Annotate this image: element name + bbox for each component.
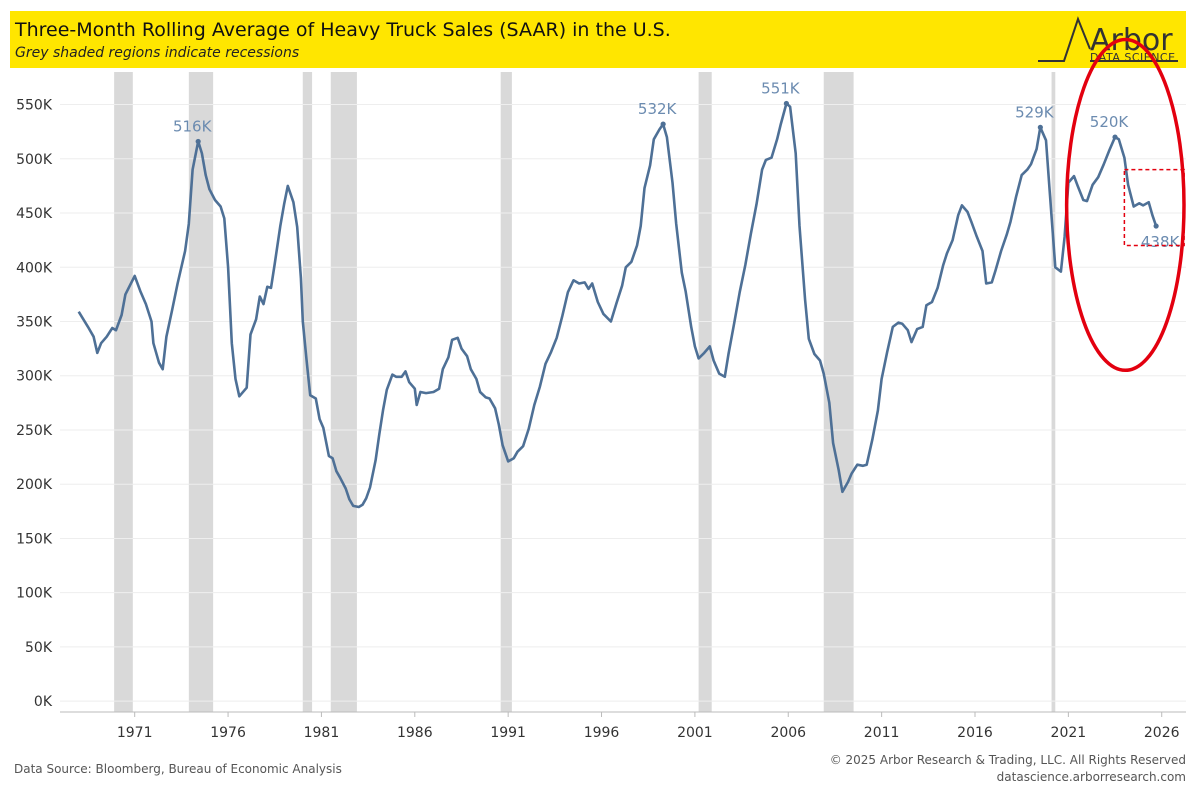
- y-tick-label: 400K: [16, 260, 53, 276]
- peak-marker: [783, 100, 789, 107]
- highlight-ellipse: [1064, 37, 1186, 373]
- y-tick-label: 250K: [16, 423, 53, 439]
- recession-band: [823, 72, 854, 712]
- peak-marker: [1153, 223, 1159, 229]
- x-tick-label: 2011: [864, 725, 900, 741]
- y-tick-label: 200K: [16, 477, 53, 493]
- x-tick-label: 1976: [210, 725, 246, 741]
- x-tick-label: 2021: [1051, 725, 1087, 741]
- website-link[interactable]: datascience.arborresearch.com: [996, 770, 1186, 784]
- peak-marker: [1037, 124, 1043, 130]
- recession-band: [1051, 72, 1056, 712]
- recession-band: [500, 72, 512, 712]
- x-tick-label: 1971: [117, 725, 153, 741]
- peak-marker: [195, 138, 201, 145]
- y-tick-label: 100K: [16, 586, 53, 602]
- x-tick-label: 1981: [304, 725, 340, 741]
- peak-label: 520K: [1090, 113, 1130, 131]
- x-tick-label: 1986: [397, 725, 433, 741]
- peak-label: 516K: [173, 117, 213, 135]
- highlight-box: [1123, 168, 1185, 247]
- x-tick-label: 2006: [770, 725, 806, 741]
- arbor-logo-mark: [1038, 16, 1178, 62]
- chart-subtitle: Grey shaded regions indicate recessions: [15, 45, 300, 61]
- series-line: [77, 102, 1158, 509]
- y-tick-label: 0K: [34, 694, 53, 710]
- x-tick-label: 2001: [677, 725, 713, 741]
- chart-header: Three-Month Rolling Average of Heavy Tru…: [10, 11, 1186, 68]
- peak-label: 532K: [638, 100, 678, 118]
- peak-marker: [660, 121, 666, 127]
- peak-label: 551K: [761, 79, 801, 97]
- y-tick-label: 550K: [16, 98, 53, 114]
- x-tick-label: 2026: [1144, 725, 1180, 741]
- x-tick-label: 1996: [584, 725, 620, 741]
- y-tick-label: 50K: [25, 640, 53, 656]
- recession-band: [330, 72, 357, 712]
- y-tick-label: 500K: [16, 152, 53, 168]
- peak-label: 529K: [1015, 103, 1055, 121]
- peak-label: 438K: [1141, 233, 1181, 251]
- recession-band: [114, 72, 133, 712]
- y-tick-label: 150K: [16, 531, 53, 547]
- recession-band: [698, 72, 712, 712]
- x-tick-label: 2016: [957, 725, 993, 741]
- x-tick-label: 1991: [490, 725, 526, 741]
- y-tick-label: 300K: [16, 369, 53, 385]
- recession-band: [302, 72, 313, 712]
- chart-title: Three-Month Rolling Average of Heavy Tru…: [15, 19, 671, 41]
- data-source: Data Source: Bloomberg, Bureau of Econom…: [14, 762, 342, 776]
- peak-marker: [1112, 134, 1118, 140]
- y-tick-label: 450K: [16, 206, 53, 222]
- copyright-notice: © 2025 Arbor Research & Trading, LLC. Al…: [829, 753, 1186, 767]
- y-tick-label: 350K: [16, 314, 53, 330]
